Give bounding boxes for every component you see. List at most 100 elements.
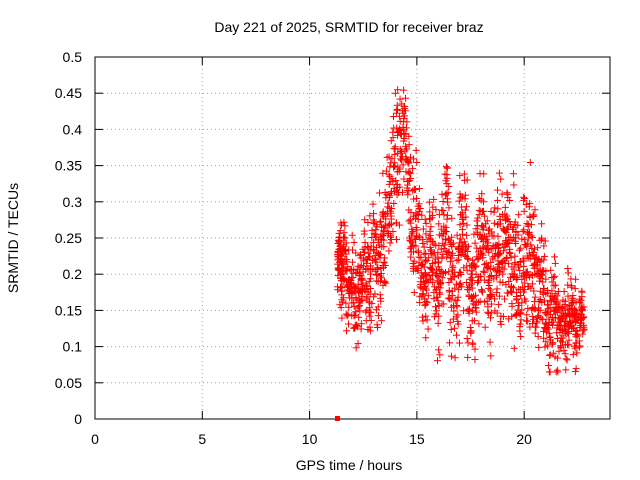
data-point [381, 278, 389, 286]
data-point [495, 301, 503, 309]
x-tick-label: 0 [91, 431, 99, 447]
data-point [569, 292, 577, 300]
data-point [405, 132, 413, 140]
data-point [539, 327, 547, 335]
x-tick-labels: 0 5 10 15 20 [91, 431, 532, 447]
data-point [544, 289, 552, 297]
data-point [564, 306, 572, 314]
data-point [524, 304, 532, 312]
data-point [563, 356, 571, 364]
data-point [394, 86, 402, 94]
data-point [457, 251, 465, 259]
data-point [526, 158, 534, 166]
data-point [475, 320, 483, 328]
scatter-points [334, 86, 588, 421]
data-point [342, 250, 350, 258]
data-point [445, 268, 453, 276]
data-point [352, 308, 360, 316]
data-point [524, 317, 532, 325]
data-point [415, 253, 423, 261]
data-point [539, 278, 547, 286]
data-point [422, 230, 430, 238]
data-point [527, 241, 535, 249]
data-point [486, 265, 494, 273]
data-point [529, 315, 537, 323]
data-point [494, 221, 502, 229]
data-point [520, 262, 528, 270]
data-point [540, 285, 548, 293]
data-point [546, 352, 554, 360]
data-point [556, 305, 564, 313]
data-point [369, 200, 377, 208]
data-point [386, 239, 394, 247]
data-point [387, 205, 395, 213]
data-point [499, 313, 507, 321]
data-point [380, 243, 388, 251]
data-point [545, 329, 553, 337]
data-point [484, 303, 492, 311]
data-point [510, 181, 518, 189]
data-point [391, 89, 399, 97]
data-point [354, 280, 362, 288]
data-point [392, 219, 400, 227]
data-point [483, 217, 491, 225]
data-point [535, 255, 543, 263]
data-point [554, 368, 562, 376]
data-point [374, 323, 382, 331]
data-point [518, 299, 526, 307]
data-point [445, 182, 453, 190]
data-point [497, 320, 505, 328]
data-point [384, 203, 392, 211]
data-point [444, 211, 452, 219]
data-point [481, 323, 489, 331]
data-point [488, 300, 496, 308]
data-point [427, 223, 435, 231]
data-point [531, 305, 539, 313]
data-point [495, 240, 503, 248]
data-point [538, 256, 546, 264]
data-point [565, 327, 573, 335]
data-point [483, 235, 491, 243]
data-point [569, 351, 577, 359]
data-point [401, 107, 409, 115]
data-point [422, 219, 430, 227]
data-point [453, 231, 461, 239]
data-point [469, 263, 477, 271]
data-point [456, 339, 464, 347]
data-point [422, 277, 430, 285]
data-point [406, 170, 414, 178]
data-point [551, 253, 559, 261]
data-point [572, 365, 580, 373]
data-point [543, 309, 551, 317]
data-point [388, 155, 396, 163]
data-point [474, 214, 482, 222]
data-point [494, 232, 502, 240]
data-point [580, 321, 588, 329]
data-point [517, 244, 525, 252]
data-point [442, 223, 450, 231]
data-point [453, 257, 461, 265]
data-point [506, 249, 514, 257]
data-point [399, 126, 407, 134]
data-point [385, 247, 393, 255]
data-point [549, 349, 557, 357]
data-point [366, 212, 374, 220]
data-point [559, 304, 567, 312]
data-point [386, 221, 394, 229]
data-point [381, 188, 389, 196]
data-point [464, 306, 472, 314]
data-point [376, 218, 384, 226]
data-point [517, 309, 525, 317]
data-point [449, 239, 457, 247]
data-point [438, 254, 446, 262]
data-point [560, 312, 568, 320]
data-point [405, 158, 413, 166]
data-point [479, 267, 487, 275]
data-point [474, 255, 482, 263]
data-point [460, 238, 468, 246]
data-point [422, 312, 430, 320]
data-point [497, 175, 505, 183]
data-point [419, 291, 427, 299]
data-point [480, 198, 488, 206]
data-point [341, 247, 349, 255]
